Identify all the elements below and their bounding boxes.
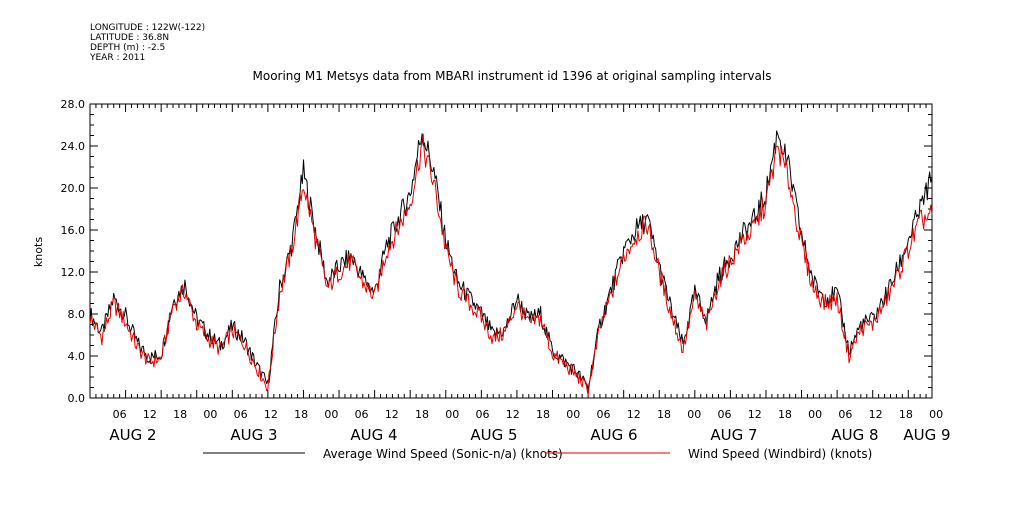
y-tick-label: 16.0 — [61, 224, 86, 237]
x-tick-label: 06 — [113, 408, 127, 421]
x-tick-label: 12 — [869, 408, 883, 421]
y-axis-label: knots — [32, 237, 45, 267]
x-day-label: AUG 2 — [109, 426, 156, 444]
x-tick-label: 06 — [717, 408, 731, 421]
metadata-block: LONGITUDE : 122W(-122) LATITUDE : 36.8N … — [89, 23, 205, 63]
x-tick-label: 00 — [445, 408, 459, 421]
x-day-label: AUG 7 — [710, 426, 757, 444]
y-tick-label: 12.0 — [61, 266, 86, 279]
meta-longitude: LONGITUDE : 122W(-122) — [90, 23, 205, 33]
x-tick-label: 00 — [203, 408, 217, 421]
x-day-label: AUG 4 — [350, 426, 397, 444]
x-tick-label: 12 — [143, 408, 157, 421]
series-layer — [89, 130, 933, 396]
legend: Average Wind Speed (Sonic-n/a) (knots) W… — [203, 447, 872, 461]
x-tick-label: 06 — [355, 408, 369, 421]
x-day-label: AUG 8 — [831, 426, 878, 444]
x-axis: 06 12 18 00 06 12 18 00 06 12 18 00 06 12 18 00 06 12 18 00… — [89, 104, 951, 444]
x-tick-label: 06 — [476, 408, 490, 421]
y-tick-label: 4.0 — [68, 350, 86, 363]
x-tick-label: 18 — [899, 408, 913, 421]
x-tick-label: 18 — [536, 408, 550, 421]
x-tick-label: 00 — [324, 408, 338, 421]
x-day-label: AUG 9 — [903, 426, 950, 444]
y-tick-label: 20.0 — [61, 182, 86, 195]
legend-label-avg: Average Wind Speed (Sonic-n/a) (knots) — [323, 447, 563, 461]
meta-depth: DEPTH (m) : -2.5 — [90, 43, 165, 53]
x-day-label: AUG 6 — [590, 426, 637, 444]
y-tick-label: 24.0 — [61, 140, 86, 153]
chart-title: Mooring M1 Metsys data from MBARI instru… — [253, 69, 772, 83]
x-tick-label: 18 — [415, 408, 429, 421]
x-tick-label: 06 — [838, 408, 852, 421]
x-tick-label: 12 — [385, 408, 399, 421]
x-tick-label: 18 — [173, 408, 187, 421]
x-tick-label: 18 — [294, 408, 308, 421]
y-axis: 0.0 4.0 8.0 12.0 16.0 20.0 24.0 28.0 — [61, 98, 932, 405]
x-day-label: AUG 5 — [470, 426, 517, 444]
meta-year: YEAR : 2011 — [89, 53, 145, 63]
y-tick-label: 8.0 — [68, 308, 86, 321]
x-tick-label: 12 — [264, 408, 278, 421]
x-tick-label: 00 — [929, 408, 943, 421]
x-day-label: AUG 3 — [230, 426, 277, 444]
x-tick-label: 06 — [597, 408, 611, 421]
x-tick-label: 00 — [808, 408, 822, 421]
x-tick-label: 00 — [566, 408, 580, 421]
x-tick-label: 00 — [687, 408, 701, 421]
meta-latitude: LATITUDE : 36.8N — [90, 33, 169, 43]
y-tick-label: 0.0 — [68, 392, 86, 405]
x-tick-label: 06 — [234, 408, 248, 421]
x-tick-label: 12 — [627, 408, 641, 421]
legend-label-windbird: Wind Speed (Windbird) (knots) — [688, 447, 872, 461]
x-tick-label: 12 — [506, 408, 520, 421]
x-tick-label: 12 — [748, 408, 762, 421]
y-tick-label: 28.0 — [61, 98, 86, 111]
series-line-windbird-wind-speed — [89, 133, 933, 396]
x-tick-label: 18 — [657, 408, 671, 421]
x-tick-label: 18 — [778, 408, 792, 421]
